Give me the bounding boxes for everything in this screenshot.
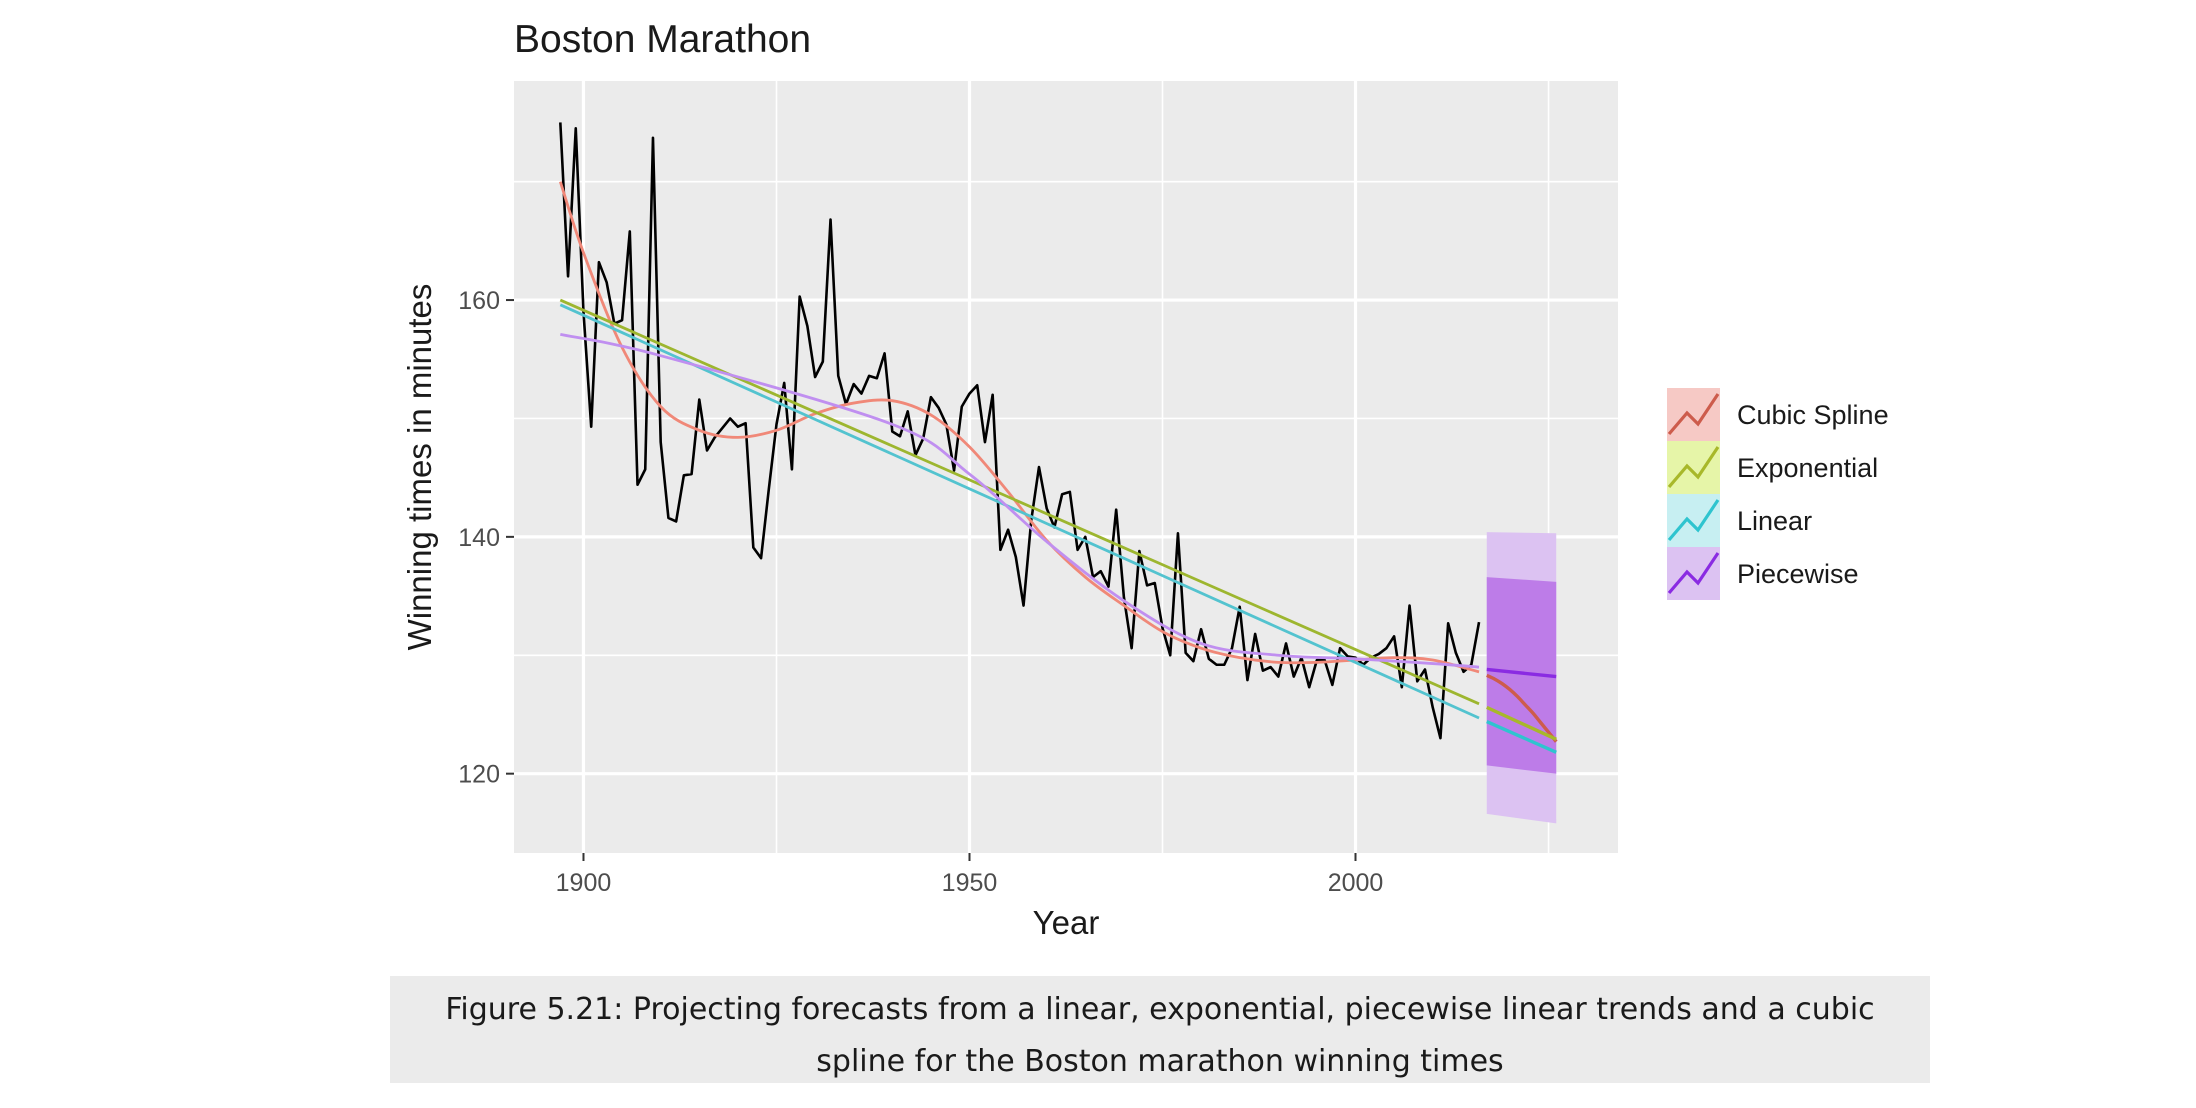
chart: Boston Marathon 1900 1950 2000 120 140 160 Y… [401,18,1889,941]
legend-key-fill [1667,441,1720,494]
y-tick-label: 160 [458,287,500,315]
x-axis-label: Year [1033,904,1100,941]
linear-fit-line [559,303,1480,720]
piecewise-interval80-band [1486,577,1557,774]
x-tick-label: 2000 [1328,869,1384,897]
legend-label: Cubic Spline [1737,400,1889,430]
figure: Boston Marathon 1900 1950 2000 120 140 160 Y… [401,18,1889,941]
plot-panel [514,81,1618,853]
forecast-intervals [1486,532,1557,824]
legend-item-exponential: Exponential [1667,441,1878,494]
legend: Cubic Spline Exponential Linear Piecewise [1667,388,1889,600]
legend-key-line [1667,552,1720,595]
chart-lines [558,122,1481,740]
legend-label: Linear [1737,506,1812,536]
legend-key-line [1667,393,1720,436]
cubic-spline-fit-line [558,181,1480,674]
observed-series-line [559,122,1481,740]
legend-key-line [1667,446,1720,489]
exponential-forecast-line [1486,705,1557,741]
x-axis: 1900 1950 2000 [556,853,1384,897]
forecast-lines [1486,667,1558,754]
chart-title: Boston Marathon [514,18,811,61]
piecewise-fit-line [560,333,1480,669]
y-tick-label: 140 [458,524,500,552]
linear-forecast-line [1486,720,1557,754]
legend-key-fill [1667,547,1720,600]
y-axis: 120 140 160 [458,287,514,789]
cubic-spline-forecast-line [1486,673,1558,743]
legend-item-cubic-spline: Cubic Spline [1667,388,1889,441]
legend-label: Piecewise [1737,559,1859,589]
x-tick-label: 1900 [556,869,612,897]
y-tick-label: 120 [458,761,500,789]
legend-item-piecewise: Piecewise [1667,547,1859,600]
legend-key-fill [1667,388,1720,441]
legend-label: Exponential [1737,453,1878,483]
exponential-fit-line [559,298,1480,706]
y-axis-label: Winning times in minutes [401,284,438,651]
legend-key-line [1667,499,1720,542]
figure-caption: Figure 5.21: Projecting forecasts from a… [390,976,1930,1083]
piecewise-forecast-line [1486,667,1557,679]
grid-major [514,81,1618,853]
legend-key-fill [1667,494,1720,547]
x-tick-label: 1950 [942,869,998,897]
legend-item-linear: Linear [1667,494,1812,547]
